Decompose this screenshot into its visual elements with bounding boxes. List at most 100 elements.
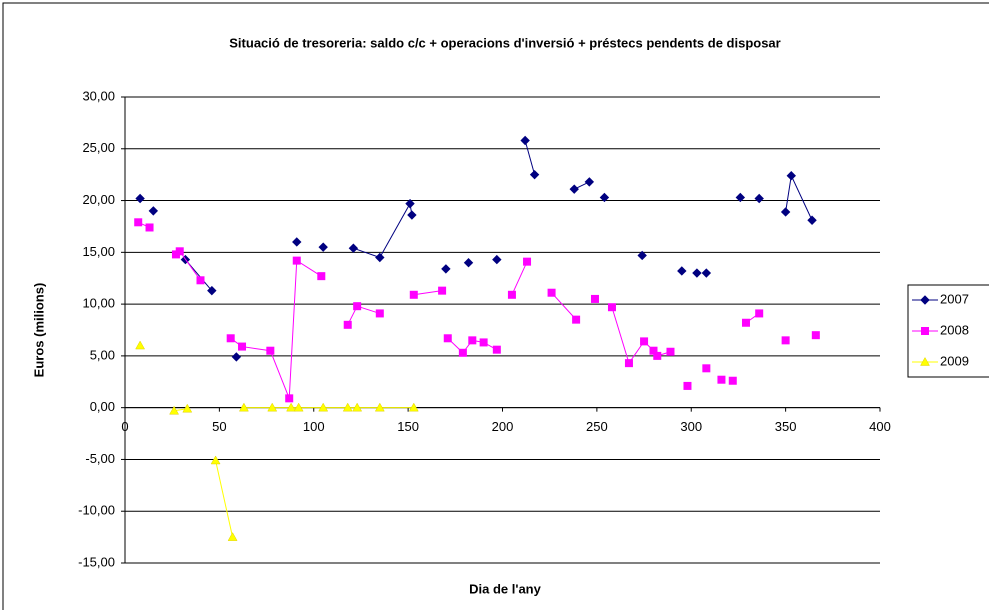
marker — [741, 318, 750, 327]
marker — [266, 346, 275, 355]
x-tick-label: 350 — [775, 419, 797, 434]
legend-marker — [920, 295, 930, 305]
x-axis-title: Dia de l'any — [469, 581, 541, 596]
marker — [666, 347, 675, 356]
legend-label: 2007 — [940, 291, 969, 306]
marker — [227, 532, 238, 541]
marker — [780, 207, 791, 217]
marker — [607, 303, 616, 312]
marker — [492, 345, 501, 354]
marker — [238, 402, 249, 412]
marker — [169, 405, 180, 415]
marker — [523, 257, 532, 266]
marker — [624, 359, 633, 368]
y-tick-label: -10,00 — [78, 503, 115, 518]
marker — [375, 252, 385, 263]
x-tick-label: 400 — [869, 419, 891, 434]
marker — [374, 402, 385, 412]
marker — [717, 375, 726, 384]
marker — [755, 309, 764, 318]
legend-marker — [921, 327, 929, 335]
chart-title: Situació de tresoreria: saldo c/c + oper… — [229, 35, 780, 50]
marker — [375, 309, 384, 318]
marker — [754, 193, 764, 204]
y-tick-label: 5,00 — [90, 347, 115, 362]
x-tick-label: 300 — [680, 419, 702, 434]
x-tick-label: 100 — [303, 419, 325, 434]
marker — [529, 169, 540, 180]
marker — [405, 198, 415, 209]
marker — [584, 177, 595, 187]
marker — [438, 286, 447, 295]
marker — [318, 242, 328, 252]
marker — [683, 381, 692, 390]
marker — [408, 402, 419, 412]
marker — [507, 290, 516, 299]
marker — [692, 268, 702, 278]
marker — [318, 402, 329, 412]
marker — [637, 250, 647, 261]
marker — [458, 348, 467, 357]
marker — [547, 288, 556, 297]
legend-marker — [920, 356, 930, 366]
marker — [145, 223, 154, 232]
marker — [207, 285, 217, 296]
marker — [653, 351, 662, 360]
marker — [292, 256, 301, 265]
marker — [231, 352, 242, 362]
marker — [520, 135, 530, 146]
marker — [210, 455, 221, 465]
marker — [781, 336, 790, 345]
x-tick-label: 200 — [492, 419, 514, 434]
series-line — [185, 140, 813, 291]
marker — [786, 170, 796, 181]
marker — [286, 402, 297, 412]
y-axis-title: Euros (milions) — [31, 283, 46, 378]
y-tick-label: 30,00 — [82, 88, 115, 103]
marker — [640, 337, 649, 346]
marker — [348, 243, 359, 253]
marker — [135, 193, 145, 204]
marker — [353, 302, 362, 311]
marker — [135, 340, 146, 350]
marker — [292, 237, 302, 247]
y-tick-label: -15,00 — [78, 554, 115, 569]
x-tick-label: 50 — [212, 419, 226, 434]
marker — [479, 338, 488, 347]
marker — [226, 334, 235, 343]
marker — [811, 331, 820, 340]
marker — [807, 215, 817, 225]
marker — [182, 403, 193, 413]
legend-label: 2009 — [940, 353, 969, 368]
marker — [702, 364, 711, 373]
y-tick-label: 10,00 — [82, 296, 115, 311]
marker — [342, 402, 353, 412]
marker — [677, 266, 687, 276]
y-tick-label: -5,00 — [85, 451, 115, 466]
legend-label: 2008 — [940, 322, 969, 337]
x-tick-label: 150 — [397, 419, 419, 434]
marker — [443, 334, 452, 343]
marker — [148, 206, 159, 216]
y-tick-label: 0,00 — [90, 399, 115, 414]
marker — [463, 257, 474, 268]
marker — [407, 210, 417, 220]
marker — [492, 254, 502, 265]
marker — [572, 315, 581, 324]
marker — [590, 294, 599, 303]
marker — [293, 402, 304, 412]
marker — [701, 268, 712, 278]
y-tick-label: 20,00 — [82, 192, 115, 207]
marker — [599, 192, 610, 203]
marker — [735, 192, 746, 203]
marker — [285, 394, 294, 403]
marker — [175, 247, 184, 256]
marker — [134, 218, 143, 227]
marker — [196, 276, 205, 285]
y-tick-label: 25,00 — [82, 140, 115, 155]
marker — [569, 184, 579, 194]
marker — [267, 402, 278, 412]
marker — [441, 264, 451, 274]
